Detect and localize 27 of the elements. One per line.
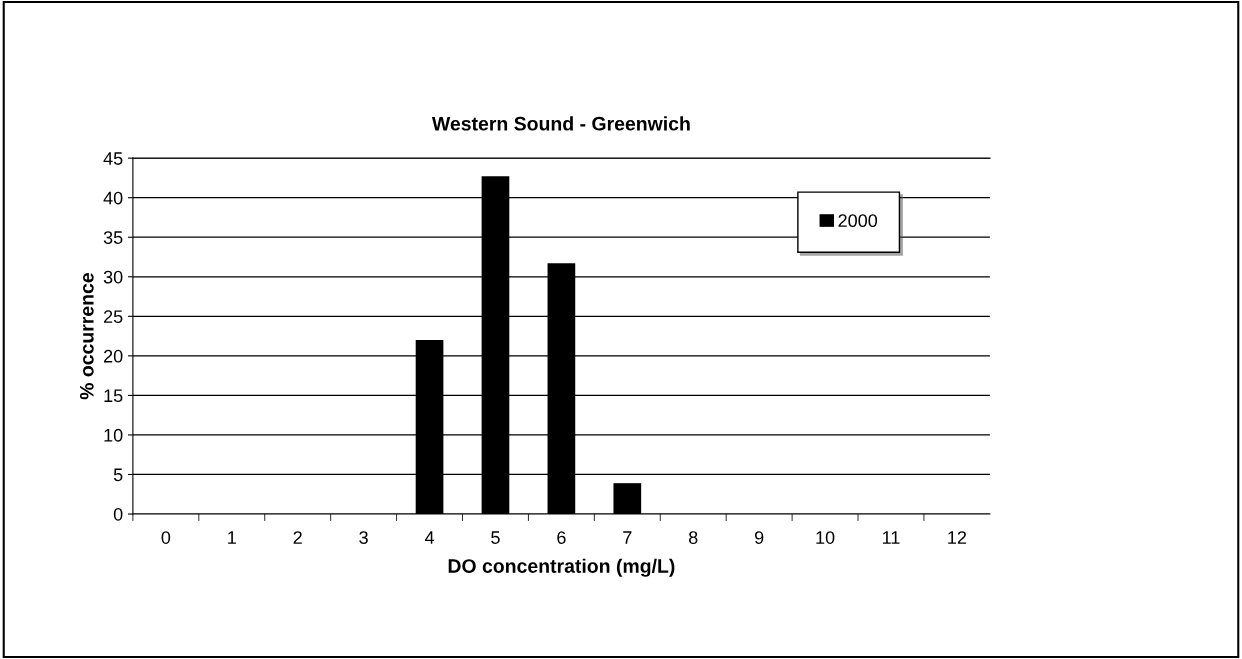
chart-title: Western Sound - Greenwich [431, 116, 690, 131]
y-tick-label: 15 [104, 389, 123, 403]
x-tick-label: 0 [161, 531, 171, 544]
x-tick-label: 9 [754, 531, 764, 544]
x-tick-label: 11 [882, 531, 900, 544]
x-tick-label: 8 [688, 531, 698, 544]
y-tick-label: 40 [103, 191, 123, 205]
x-tick-label: 5 [491, 531, 500, 544]
x-tick-label: 3 [359, 531, 368, 544]
x-tick-label: 12 [948, 531, 967, 544]
x-tick-label: 6 [557, 531, 566, 544]
x-tick-label: 2 [293, 531, 302, 544]
x-tick-label: 1 [228, 531, 236, 544]
legend-label: 2000 [838, 214, 878, 228]
y-tick-label: 35 [103, 231, 123, 244]
x-tick-label: 7 [623, 531, 632, 544]
y-tick-label: 25 [104, 310, 123, 324]
y-tick-label: 10 [104, 428, 123, 442]
x-axis-title: DO concentration (mg/L) [448, 558, 675, 577]
y-tick-label: 20 [104, 349, 123, 363]
y-tick-label: 5 [113, 468, 123, 482]
x-tick-label: 10 [816, 531, 835, 544]
y-tick-label: 45 [103, 152, 123, 165]
y-tick-label: 30 [103, 270, 123, 284]
y-tick-label: 0 [113, 507, 123, 521]
y-axis-title: % occurrence [79, 272, 94, 400]
x-tick-label: 4 [424, 531, 435, 544]
